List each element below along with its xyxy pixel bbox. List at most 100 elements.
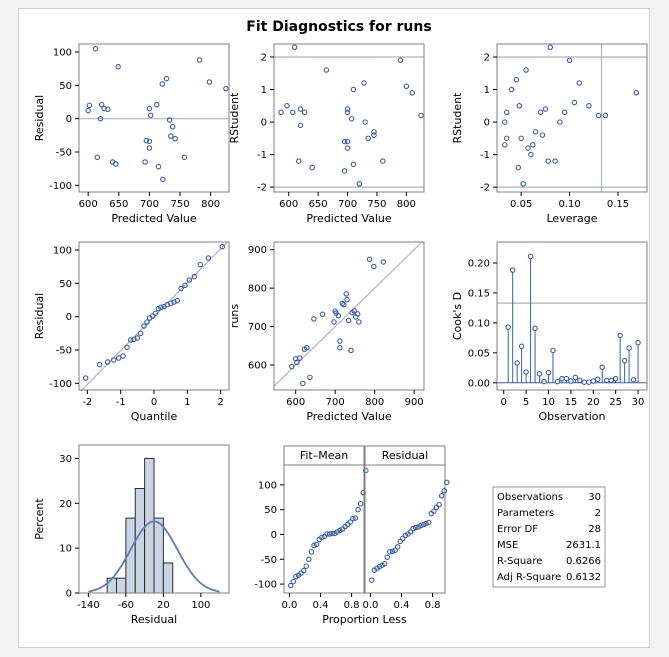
rf-x-tick-label: 0.8 — [344, 600, 360, 611]
rf-spread-point — [363, 467, 369, 474]
rstudent_vs_leverage-point — [520, 181, 526, 187]
rstudent_vs_leverage-point — [586, 103, 592, 109]
runs_vs_pred-point — [366, 256, 373, 263]
rstudent_vs_pred-y-tick-label: -1 — [257, 150, 267, 161]
qq_residual-point — [174, 297, 181, 304]
rf-spread-point — [368, 577, 375, 583]
rf-spread-point — [412, 524, 419, 531]
qq_residual-y-tick-label: 50 — [59, 279, 72, 290]
figure-title: Fit Diagnostics for runs — [246, 19, 431, 35]
qq_residual-x-tick-label: 1 — [184, 397, 190, 408]
rstudent_vs_leverage-point — [557, 119, 563, 125]
cooks_d-y-tick-label: 0.10 — [468, 318, 490, 329]
qq_residual-x-tick-label: -2 — [82, 397, 92, 408]
rf-x-tick-label: 0.4 — [394, 600, 410, 611]
cooks-d-point — [559, 375, 565, 382]
rstudent_vs_pred-point — [290, 109, 296, 116]
rf-x-tick-label: 0.8 — [425, 600, 441, 611]
rf-spread-point — [438, 493, 445, 499]
cooks-d-point — [621, 357, 628, 364]
qq_residual-point — [96, 361, 103, 368]
runs_vs_pred-point — [304, 344, 310, 351]
resid_vs_pred-point — [92, 45, 99, 52]
fit-statistics-table — [492, 486, 606, 588]
qq_residual-x-axis-label: Quantile — [131, 410, 178, 423]
runs_vs_pred-point — [354, 311, 361, 317]
rf-spread-point — [303, 563, 310, 569]
resid_vs_pred-point — [223, 85, 229, 92]
rstudent_vs_leverage-point — [530, 142, 536, 148]
rstudent_vs_pred-point — [344, 138, 351, 145]
resid_vs_pred-point — [168, 133, 174, 139]
resid_vs_pred-y-tick-label: -50 — [56, 148, 72, 159]
rstudent_vs_pred-point — [356, 181, 363, 187]
rstudent_vs_pred-y-tick-label: -2 — [257, 183, 267, 194]
rstudent_vs_pred-point — [380, 158, 386, 164]
rstudent_vs_pred-point — [301, 109, 308, 116]
rstudent_vs_pred-point — [278, 109, 284, 116]
runs_vs_pred-y-tick-label: 800 — [248, 284, 267, 295]
residual_hist-y-tick-label: 10 — [59, 544, 72, 555]
rstudent_vs_leverage-y-tick-label: 2 — [484, 53, 490, 64]
rf-spread-point — [407, 529, 414, 535]
qq_residual-point — [137, 330, 144, 337]
rstudent_vs_leverage-point — [503, 109, 510, 116]
cooks_d-x-tick-label: 15 — [565, 397, 578, 408]
rstudent_vs_pred-y-tick-label: 0 — [261, 118, 267, 129]
resid_vs_pred-point — [154, 101, 160, 108]
rstudent_vs_leverage-point — [503, 135, 510, 142]
runs_vs_pred-x-tick-label: 600 — [286, 397, 305, 408]
rstudent_vs_leverage-point — [539, 132, 546, 138]
cooks-d-point — [599, 364, 605, 370]
fit-stat-value: 0.6132 — [566, 572, 601, 583]
resid_vs_pred-point — [166, 117, 173, 123]
runs_vs_pred-point — [345, 317, 352, 324]
rf-x-tick-label: 0.0 — [362, 600, 378, 611]
rf-y-tick-label: 100 — [258, 480, 277, 491]
runs_vs_pred-x-tick-label: 900 — [405, 397, 424, 408]
rf-panel-frame — [364, 464, 446, 594]
rf-spread-point — [319, 534, 325, 541]
rf-spread-point — [329, 530, 335, 537]
rstudent_vs_pred-point — [409, 90, 415, 96]
rstudent_vs_leverage-point — [516, 103, 523, 109]
rstudent_vs_pred-point — [309, 164, 315, 171]
cooks_d-x-tick-label: 10 — [542, 397, 555, 408]
runs_vs_pred-point — [289, 363, 295, 370]
resid_vs_pred-point — [146, 145, 153, 151]
qq_residual-reference-line — [80, 241, 228, 392]
rf-spread-point — [418, 522, 424, 529]
rstudent_vs_leverage-point — [542, 106, 549, 112]
qq_residual-point — [197, 261, 204, 268]
rf-spread-point — [311, 542, 317, 549]
rstudent_vs_pred-y-tick-label: 2 — [261, 53, 267, 64]
diagnostics-panel: Fit Diagnostics for runs 600 650 700 750 800… — [33, 19, 648, 626]
qq_residual-y-tick-label: 0 — [66, 312, 72, 323]
runs_vs_pred-point — [335, 313, 342, 319]
rf-spread-point — [306, 556, 312, 563]
rstudent_vs_leverage-point — [501, 119, 508, 125]
resid_vs_pred-point — [155, 163, 162, 170]
resid_vs_pred-point — [160, 176, 166, 183]
cooks-d-point — [563, 375, 570, 382]
rf-panel-label: Fit–Mean — [300, 449, 348, 462]
runs_vs_pred-plot-frame — [273, 241, 425, 391]
fit-stat-label: R-Square — [497, 556, 542, 567]
resid_vs_pred-point — [143, 137, 150, 144]
rstudent_vs_pred-point — [344, 109, 351, 116]
cooks-d-point — [550, 347, 556, 354]
rstudent_vs_pred-x-tick-label: 650 — [309, 199, 328, 210]
rf-spread-point — [444, 479, 450, 486]
qq_residual-y-tick-label: -100 — [49, 379, 72, 390]
cooks-d-point — [509, 267, 516, 273]
rstudent_vs_leverage-point — [561, 109, 568, 116]
runs_vs_pred-x-tick-label: 800 — [365, 397, 384, 408]
rstudent_vs_leverage-point — [518, 135, 524, 142]
cooks-d-point — [541, 378, 547, 385]
rf-y-tick-label: 0 — [271, 530, 277, 541]
qq_residual-point — [82, 375, 89, 381]
rf-spread-point — [324, 531, 330, 537]
resid_vs_pred-point — [97, 115, 104, 122]
rstudent_vs_leverage-point — [501, 142, 508, 148]
qq_residual-point — [144, 319, 150, 325]
